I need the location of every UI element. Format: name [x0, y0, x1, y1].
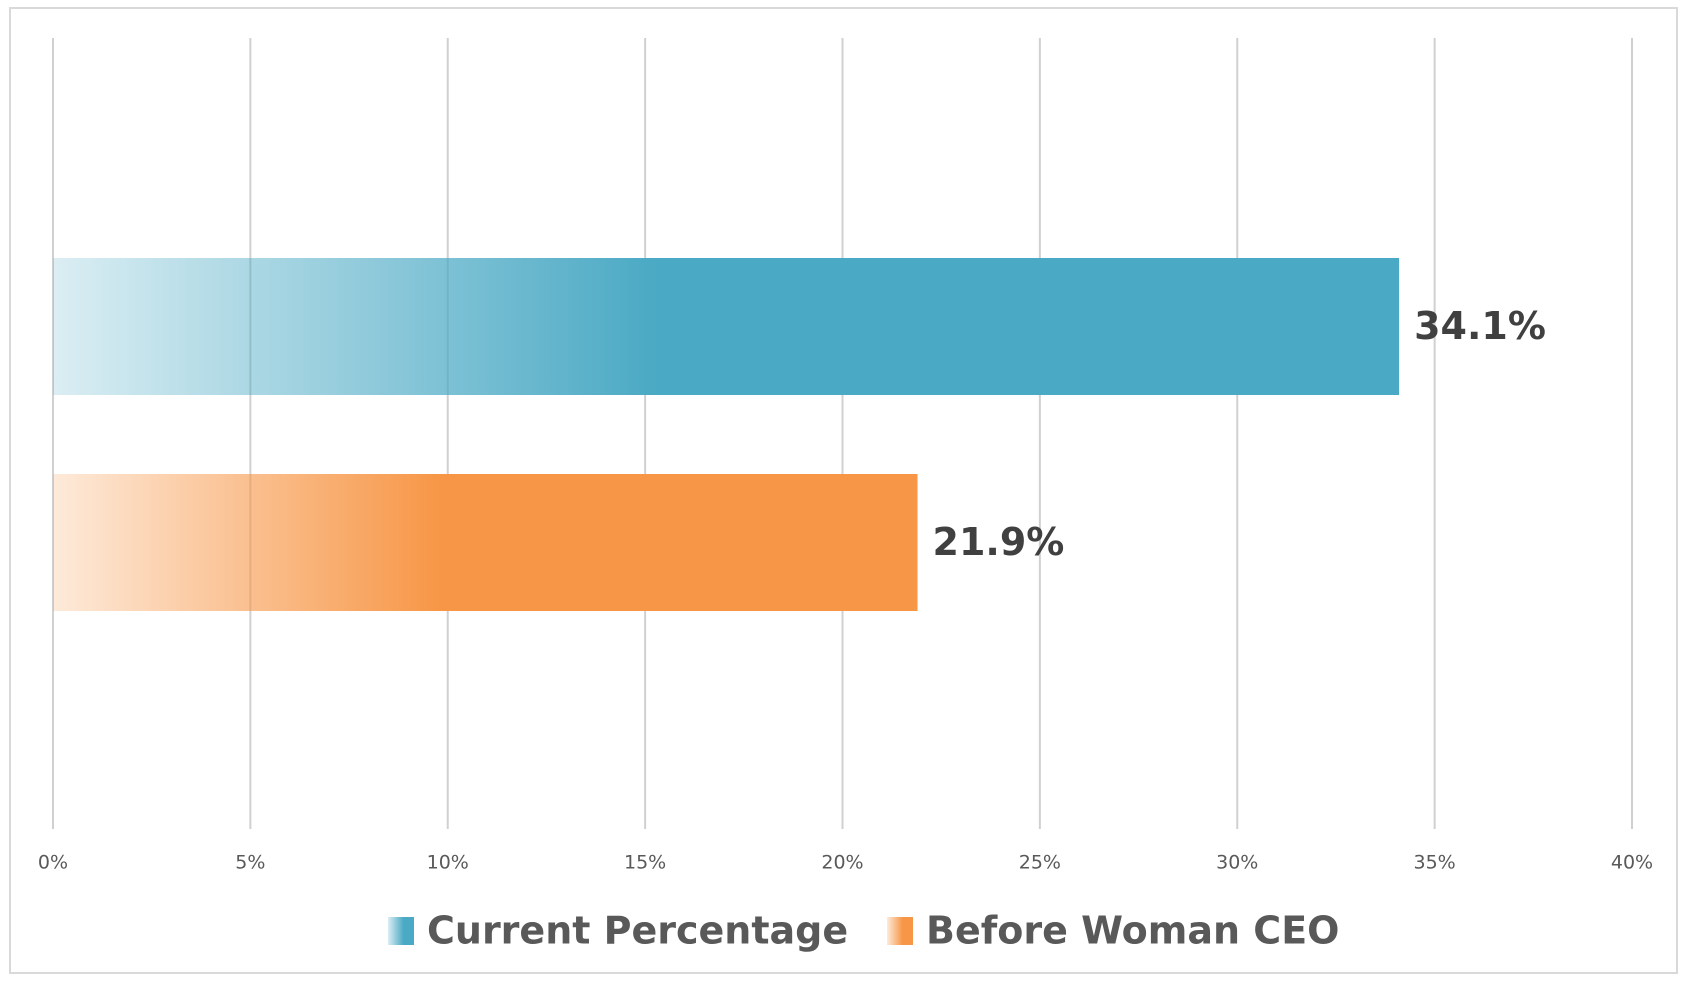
x-tick-label: 5% — [235, 852, 265, 874]
data-label: 21.9% — [933, 520, 1065, 564]
x-tick-label: 10% — [427, 852, 469, 874]
x-tick-label: 0% — [38, 852, 68, 874]
legend-label: Current Percentage — [427, 909, 848, 953]
legend-swatch — [388, 917, 414, 945]
x-tick-label: 30% — [1216, 852, 1258, 874]
x-tick-label: 35% — [1414, 852, 1456, 874]
bar — [53, 474, 918, 611]
legend-label: Before Woman CEO — [926, 909, 1339, 953]
x-tick-label: 40% — [1611, 852, 1653, 874]
bar — [53, 258, 1400, 395]
legend-swatch — [887, 917, 913, 945]
x-tick-label: 15% — [624, 852, 666, 874]
data-label: 34.1% — [1414, 304, 1546, 348]
x-tick-label: 20% — [821, 852, 863, 874]
x-tick-label: 25% — [1019, 852, 1061, 874]
